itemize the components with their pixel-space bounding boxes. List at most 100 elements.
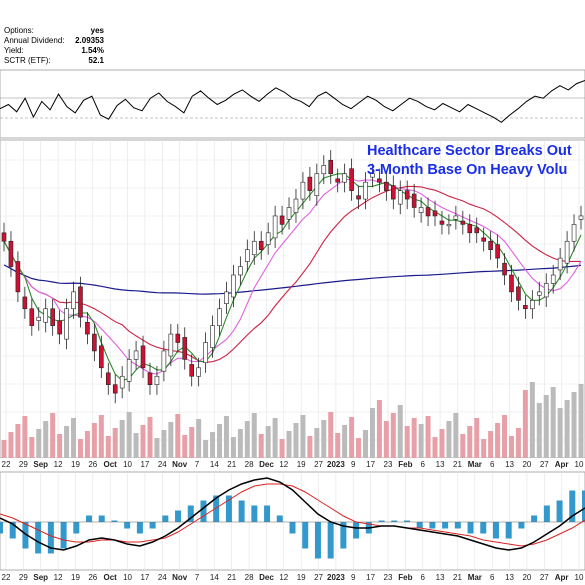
candle: [1, 232, 7, 242]
volume-bar: [564, 400, 570, 458]
macd-histogram-bar: [391, 520, 398, 522]
x-tick-label: 20: [522, 573, 531, 582]
info-panel: Options: yes Annual Dividend: 2.09353 Yi…: [4, 26, 104, 66]
x-tick-label: 17: [140, 573, 149, 582]
macd-histogram-bar: [467, 522, 474, 534]
x-tick-label: Mar: [468, 460, 482, 469]
volume-bar: [411, 418, 417, 458]
volume-bar: [356, 438, 362, 458]
candle: [57, 320, 62, 335]
x-tick-label: Feb: [398, 573, 412, 582]
info-row-dividend: Annual Dividend: 2.09353: [4, 36, 104, 46]
macd-line: [0, 477, 585, 551]
candle: [530, 300, 535, 310]
volume-bar: [529, 382, 535, 458]
candle: [349, 168, 354, 191]
macd-histogram-bar: [454, 522, 461, 529]
candle: [43, 308, 49, 323]
volume-bar: [77, 439, 83, 458]
candle: [119, 375, 125, 389]
candle: [467, 224, 473, 234]
candle: [411, 193, 417, 208]
volume-bar: [349, 417, 355, 458]
volume-bar: [189, 427, 195, 458]
candle: [251, 240, 257, 256]
x-tick-label: 21: [453, 573, 462, 582]
macd-histogram-bar: [60, 522, 67, 549]
volume-bar: [536, 403, 542, 458]
x-tick-label: 29: [19, 573, 28, 582]
volume-bar: [91, 423, 97, 458]
info-row-yield: Yield: 1.54%: [4, 46, 104, 56]
candle: [50, 308, 55, 326]
volume-bar: [22, 416, 28, 458]
volume-bar: [328, 412, 334, 458]
volume-bar: [432, 437, 438, 458]
candle: [363, 181, 368, 200]
x-axis-top: 22 29 Sep 12 19 26 Oct 10 17 24 Nov 7 14 21 28 Dec 12 19 2…: [0, 458, 585, 472]
x-tick-label: Feb: [398, 460, 412, 469]
volume-bar: [307, 436, 313, 458]
macd-histogram-bar: [480, 522, 487, 534]
candle: [453, 215, 459, 220]
volume-bars: [1, 382, 584, 458]
candle: [321, 165, 327, 175]
x-tick-label: 17: [140, 460, 149, 469]
x-tick-label: 7: [195, 573, 200, 582]
macd-histogram-bar: [0, 522, 3, 534]
volume-bar: [342, 425, 348, 458]
x-tick-label: 21: [227, 460, 236, 469]
macd-histogram-bar: [340, 522, 347, 549]
info-label: SCTR (ETF):: [4, 56, 51, 65]
x-tick-label: Sep: [33, 573, 48, 582]
macd-histogram-bar: [543, 505, 550, 522]
macd-histogram-bar: [86, 515, 93, 522]
macd-histogram-bar: [175, 510, 182, 522]
candle: [182, 337, 188, 360]
volume-bar: [105, 436, 111, 458]
macd-histogram-bar: [187, 505, 194, 522]
macd-histogram-bar: [556, 500, 563, 522]
volume-bar: [57, 434, 63, 458]
candle: [126, 359, 132, 382]
candle: [425, 207, 431, 217]
volume-bar: [418, 424, 424, 458]
x-tick-label: 12: [54, 460, 63, 469]
candle: [140, 345, 146, 369]
moving-average-50: [3, 185, 581, 363]
volume-bar: [453, 413, 459, 458]
candle: [168, 333, 174, 357]
candle: [293, 198, 299, 213]
volume-bar: [36, 429, 42, 458]
volume-bar: [515, 428, 521, 458]
candle: [523, 305, 528, 310]
x-tick-label: 27: [540, 460, 549, 469]
candle: [550, 274, 556, 284]
x-tick-label: 21: [453, 460, 462, 469]
moving-average-10: [3, 173, 582, 382]
x-tick-label: 12: [279, 460, 288, 469]
volume-bar: [502, 415, 508, 458]
volume-bar: [272, 418, 278, 458]
macd-histogram-bar: [442, 522, 449, 529]
candle: [272, 215, 278, 239]
x-tick-label: 10: [123, 460, 132, 469]
volume-bar: [571, 392, 577, 458]
volume-bar: [210, 432, 216, 458]
volume-bar: [112, 428, 118, 458]
candle: [78, 286, 83, 318]
candles: [1, 150, 584, 404]
candle: [328, 159, 334, 175]
macd-histogram-bar: [353, 522, 360, 539]
x-tick-label: Nov: [172, 460, 188, 469]
moving-average-20: [3, 178, 582, 375]
x-tick-label: 23: [384, 460, 393, 469]
candle: [238, 266, 243, 276]
x-tick-label: 10: [575, 460, 584, 469]
candle: [286, 207, 292, 220]
volume-bar: [404, 426, 410, 458]
volume-bar: [495, 423, 501, 458]
candle: [446, 224, 452, 227]
candle: [64, 308, 69, 340]
macd-histogram-bar: [289, 522, 296, 534]
